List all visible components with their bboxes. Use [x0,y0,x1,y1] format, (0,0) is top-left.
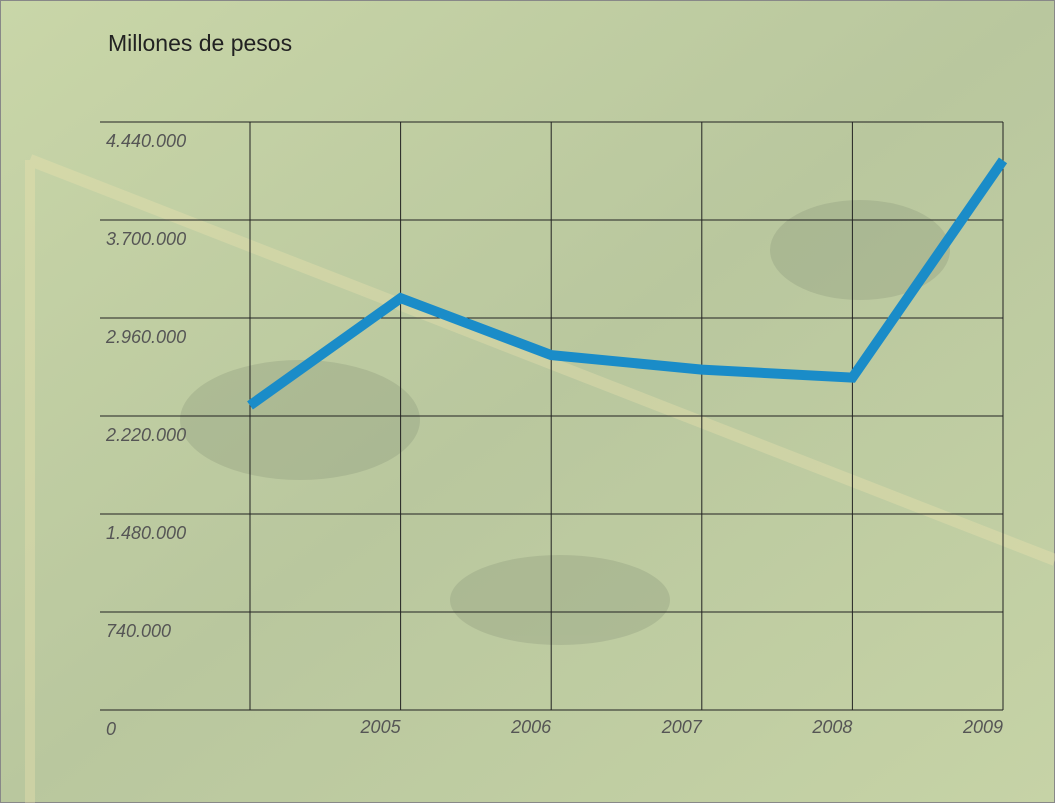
y-tick-label: 4.440.000 [106,131,186,151]
x-tick-label: 2005 [360,717,402,737]
y-tick-label: 0 [106,719,116,739]
fern-decoration [25,154,1055,803]
x-tick-label: 2007 [661,717,703,737]
chart-title: Millones de pesos [108,30,292,56]
x-tick-label: 2006 [510,717,552,737]
y-tick-label: 3.700.000 [106,229,186,249]
x-tick-label: 2008 [811,717,852,737]
y-tick-label: 2.220.000 [105,425,186,445]
y-tick-label: 740.000 [106,621,171,641]
data-line [247,157,1008,410]
y-tick-label: 2.960.000 [105,327,186,347]
x-tick-label: 2009 [962,717,1003,737]
y-tick-label: 1.480.000 [106,523,186,543]
